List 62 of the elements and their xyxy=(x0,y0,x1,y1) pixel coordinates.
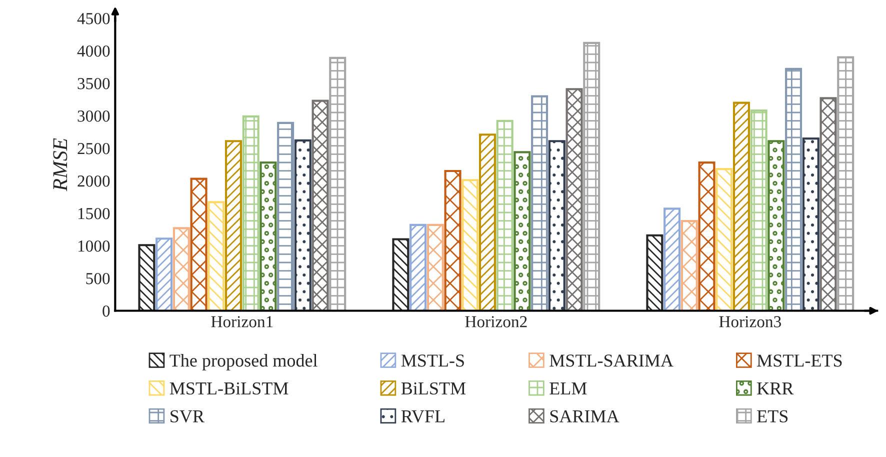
bar xyxy=(548,140,566,311)
bar xyxy=(172,227,190,311)
bar xyxy=(208,201,225,311)
y-tick-label: 2500 xyxy=(78,142,110,154)
bar xyxy=(732,102,750,311)
y-tick-label: 4500 xyxy=(77,12,110,24)
bar xyxy=(410,224,427,311)
legend-label: ETS xyxy=(757,410,788,422)
legend-label: MSTL-ETS xyxy=(757,354,842,367)
bar xyxy=(277,122,294,311)
y-tick-label: 1500 xyxy=(78,208,110,220)
legend-label: The proposed model xyxy=(170,354,318,370)
y-tick-label: 2000 xyxy=(78,175,110,187)
bar xyxy=(392,238,410,311)
y-tick-label: 1000 xyxy=(78,240,110,252)
bar xyxy=(768,140,785,311)
bar xyxy=(444,170,462,311)
legend-label: KRR xyxy=(757,382,794,394)
bar xyxy=(294,139,312,311)
y-tick-label: 500 xyxy=(86,272,110,284)
legend-label: SVR xyxy=(170,410,204,423)
bar xyxy=(312,100,329,311)
legend-label: SARIMA xyxy=(550,410,620,422)
legend-label: RVFL xyxy=(401,410,444,423)
bar xyxy=(583,42,600,311)
legend-label: MSTL-S xyxy=(401,354,464,367)
bar xyxy=(260,162,277,311)
x-tick-label: Horizon1 xyxy=(211,316,273,328)
bar xyxy=(329,56,346,311)
bar xyxy=(716,168,733,311)
legend-label: MSTL-SARIMA xyxy=(550,354,674,367)
bar xyxy=(462,179,479,311)
bar xyxy=(138,244,156,311)
bar xyxy=(156,238,173,311)
bar xyxy=(680,220,698,311)
legend-label: MSTL-BiLSTM xyxy=(170,382,288,395)
y-tick-label: 4000 xyxy=(77,45,110,57)
y-tick-label: 3000 xyxy=(78,110,110,122)
y-tick-label: 3500 xyxy=(78,78,110,90)
bar xyxy=(837,56,854,311)
bar xyxy=(820,97,837,311)
bar xyxy=(496,120,514,311)
bar xyxy=(566,88,583,311)
bar xyxy=(426,224,444,311)
bar xyxy=(514,151,531,311)
bar xyxy=(750,110,768,311)
bar xyxy=(190,178,208,311)
bar xyxy=(698,162,716,311)
bar xyxy=(785,68,802,311)
y-axis-title: RMSE xyxy=(53,138,68,192)
bar xyxy=(646,234,664,311)
bar xyxy=(664,208,681,311)
y-tick-label: 0 xyxy=(102,305,110,317)
bar xyxy=(531,95,548,311)
legend-label: ELM xyxy=(550,382,587,394)
bar xyxy=(478,134,496,311)
bar xyxy=(802,137,820,311)
x-tick-label: Horizon3 xyxy=(719,316,781,328)
x-tick-label: Horizon2 xyxy=(465,316,527,328)
bar xyxy=(224,140,242,311)
bar xyxy=(242,115,260,311)
legend-label: BiLSTM xyxy=(401,382,466,395)
